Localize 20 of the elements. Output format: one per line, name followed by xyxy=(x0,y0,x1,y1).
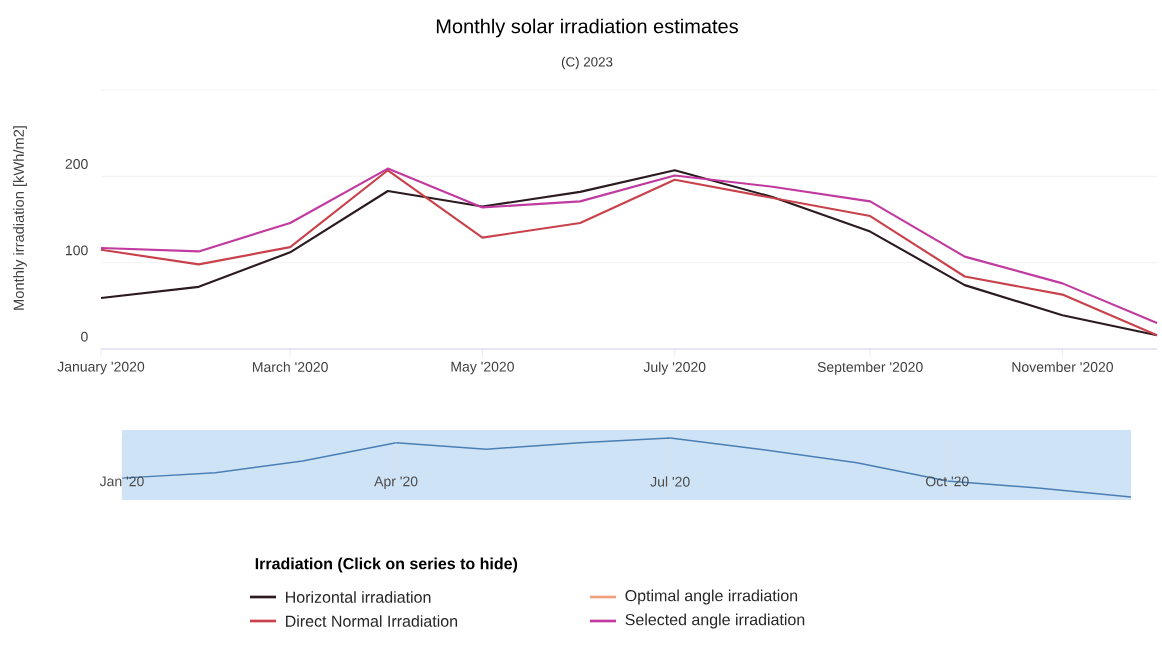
x-tick-label: November '2020 xyxy=(1012,361,1114,372)
x-tick-label: Jan '20 xyxy=(99,476,144,487)
x-tick-label: Apr '20 xyxy=(374,476,418,490)
x-tick-label: September '2020 xyxy=(817,361,923,375)
x-tick-label: May '2020 xyxy=(451,361,514,375)
y-tick-label: 200 xyxy=(65,159,88,169)
legend-label: Direct Normal Irradiation xyxy=(286,615,458,627)
x-tick-label: January '2020 xyxy=(57,361,145,375)
legend-title: Irradiation (Click on series to hide) xyxy=(255,557,518,573)
y-tick-label: 0 xyxy=(81,331,88,342)
chart-title: Monthly solar irradiation estimates xyxy=(436,18,738,38)
legend-label: Horizontal irradiation xyxy=(286,591,431,603)
x-tick-label: July '2020 xyxy=(643,361,706,375)
y-axis-title: Monthly irradiation [kWh/m2] xyxy=(13,126,27,310)
legend-label: Optimal angle irradiation xyxy=(625,589,798,605)
x-tick-label: Jul '20 xyxy=(650,476,690,487)
legend-label: Selected angle irradiation xyxy=(625,613,805,629)
y-tick-label: 100 xyxy=(66,245,88,256)
x-tick-label: March '2020 xyxy=(252,361,328,372)
chart-subtitle: (C) 2023 xyxy=(561,56,613,70)
